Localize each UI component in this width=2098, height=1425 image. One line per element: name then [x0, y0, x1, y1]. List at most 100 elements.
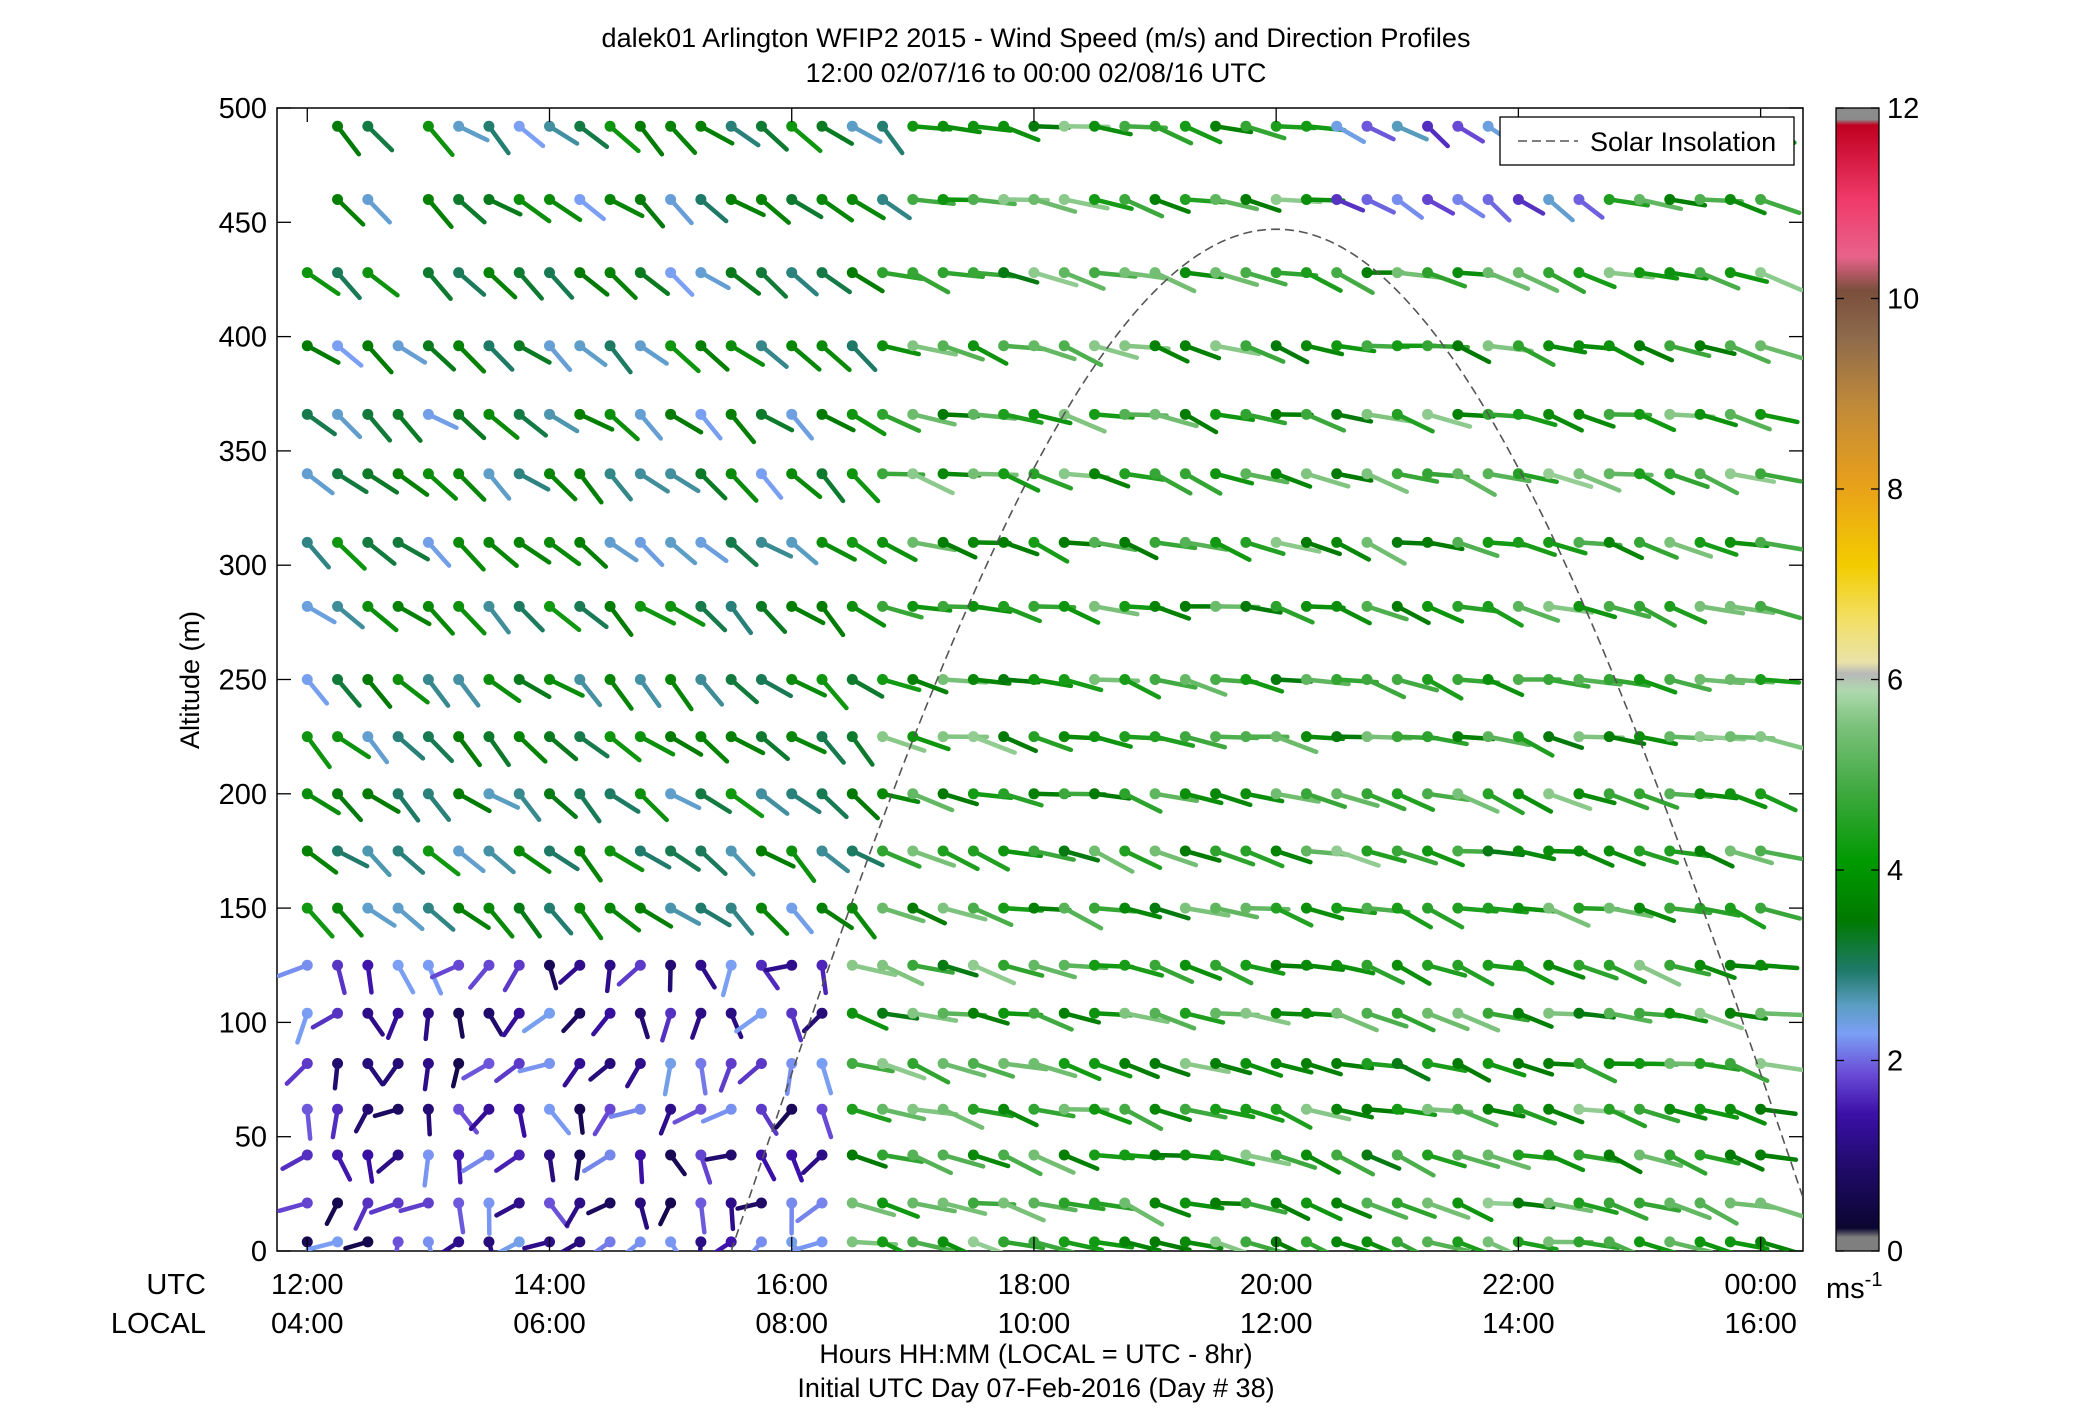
wind-barb-dot: [1603, 1007, 1615, 1019]
wind-barb-dot: [422, 408, 434, 420]
wind-barb-dot: [1573, 340, 1585, 352]
wind-barb-dot: [362, 731, 374, 743]
wind-barb: [468, 1103, 495, 1132]
wind-barb-dot: [695, 1058, 707, 1070]
wind-barb-dot: [1210, 731, 1222, 743]
wind-barb-dot: [1391, 1103, 1403, 1115]
wind-barb-dot: [1089, 959, 1100, 971]
wind-barb-shaft: [1031, 1239, 1075, 1251]
wind-barb-shaft: [1697, 270, 1741, 291]
wind-barb: [1270, 536, 1322, 554]
wind-barb-shaft: [305, 791, 341, 816]
wind-barb-dot: [725, 536, 737, 548]
wind-barb-dot: [544, 845, 555, 857]
wind-barb-dot: [1452, 674, 1464, 685]
wind-barb: [1482, 193, 1512, 223]
wind-barb-dot: [1179, 788, 1191, 800]
wind-barb-shaft: [1516, 604, 1561, 623]
wind-barb-shaft: [426, 197, 454, 230]
wind-barb-shaft: [1061, 1152, 1100, 1171]
wind-barb: [1391, 600, 1431, 626]
wind-barb-shaft: [1001, 791, 1044, 808]
wind-barb-shaft: [1637, 963, 1682, 987]
wind-barb-shaft: [940, 1200, 988, 1216]
wind-barb-dot: [1512, 1007, 1524, 1019]
wind-barb: [593, 1236, 616, 1251]
wind-barb-shaft: [1092, 197, 1134, 211]
wind-barb-dot: [998, 1236, 1010, 1248]
wind-barb: [846, 408, 887, 437]
wind-barb: [1512, 600, 1561, 623]
wind-barb: [1058, 600, 1101, 625]
wind-barb-dot: [1119, 1149, 1131, 1161]
wind-barb-dot: [1482, 1103, 1494, 1115]
wind-barb-shaft: [1667, 604, 1708, 625]
wind-barb: [816, 267, 852, 295]
wind-barb-dot: [1755, 674, 1767, 685]
wind-barb-dot: [1270, 959, 1282, 971]
wind-barb: [1210, 340, 1262, 357]
wind-barb: [1179, 674, 1228, 697]
wind-barb: [846, 536, 888, 565]
wind-barb: [801, 1007, 828, 1034]
wind-barb-dot: [1089, 267, 1100, 279]
wind-barb: [1028, 267, 1079, 288]
wind-barb: [574, 193, 606, 222]
wind-barb: [907, 959, 955, 975]
wind-barb-dot: [1603, 788, 1615, 800]
wind-barb-shaft: [1334, 848, 1381, 868]
wind-barb-dot: [846, 731, 858, 743]
wind-barb: [1573, 600, 1618, 620]
wind-barb-shaft: [1122, 791, 1163, 814]
wind-barb-dot: [1240, 845, 1252, 857]
wind-barb-dot: [1300, 1236, 1312, 1248]
wind-barb-dot: [1391, 1236, 1403, 1248]
wind-barb: [1391, 408, 1435, 434]
wind-barb-dot: [634, 788, 646, 800]
wind-barb: [725, 674, 759, 705]
wind-barb-shaft: [1364, 963, 1406, 985]
wind-barb-shaft: [1516, 1107, 1558, 1126]
wind-barb: [1149, 902, 1191, 921]
wind-barb-dot: [1270, 788, 1282, 800]
wind-barb-shaft: [910, 848, 957, 868]
wind-barb: [1270, 1197, 1311, 1221]
wind-barb-shaft: [638, 197, 666, 229]
wind-barb: [1755, 959, 1800, 971]
wind-barb-dot: [483, 1149, 495, 1161]
wind-barb-dot: [422, 536, 434, 548]
wind-barb-shaft: [1606, 734, 1647, 747]
wind-barb: [1149, 193, 1191, 214]
wind-barb-shaft: [759, 412, 795, 433]
wind-barb: [581, 1149, 616, 1174]
wind-barb-shaft: [577, 848, 603, 883]
wind-barb-dot: [1361, 340, 1373, 352]
wind-barb: [877, 1197, 920, 1219]
wind-barb-dot: [332, 845, 344, 857]
wind-barb-dot: [816, 1058, 828, 1070]
wind-barb-dot: [634, 1149, 646, 1161]
wind-barb-dot: [1179, 1197, 1191, 1209]
wind-barb-shaft: [1667, 343, 1712, 359]
wind-barb: [907, 788, 955, 813]
wind-barb-shaft: [1546, 1200, 1594, 1214]
wind-barb-dot: [1028, 1197, 1040, 1209]
wind-barb-shaft: [1576, 1239, 1621, 1251]
wind-barb-shaft: [1395, 604, 1431, 626]
wind-barb-shaft: [1637, 677, 1678, 695]
wind-barb-shaft: [1516, 791, 1554, 814]
wind-barb-shaft: [850, 734, 875, 767]
wind-barb-shaft: [1304, 1200, 1343, 1222]
wind-barb-shaft: [1031, 197, 1078, 214]
wind-barb: [937, 1058, 987, 1078]
wind-barb-shaft: [1758, 1011, 1803, 1018]
wind-barb: [1634, 408, 1677, 433]
wind-barb: [695, 193, 729, 224]
wind-barb: [1694, 600, 1746, 616]
wind-barb-dot: [1512, 1103, 1524, 1115]
wind-barb: [907, 267, 951, 295]
wind-barb: [1694, 340, 1737, 357]
wind-barb-dot: [544, 120, 555, 132]
wind-barb: [695, 1236, 707, 1251]
wind-barb-dot: [1634, 902, 1645, 914]
